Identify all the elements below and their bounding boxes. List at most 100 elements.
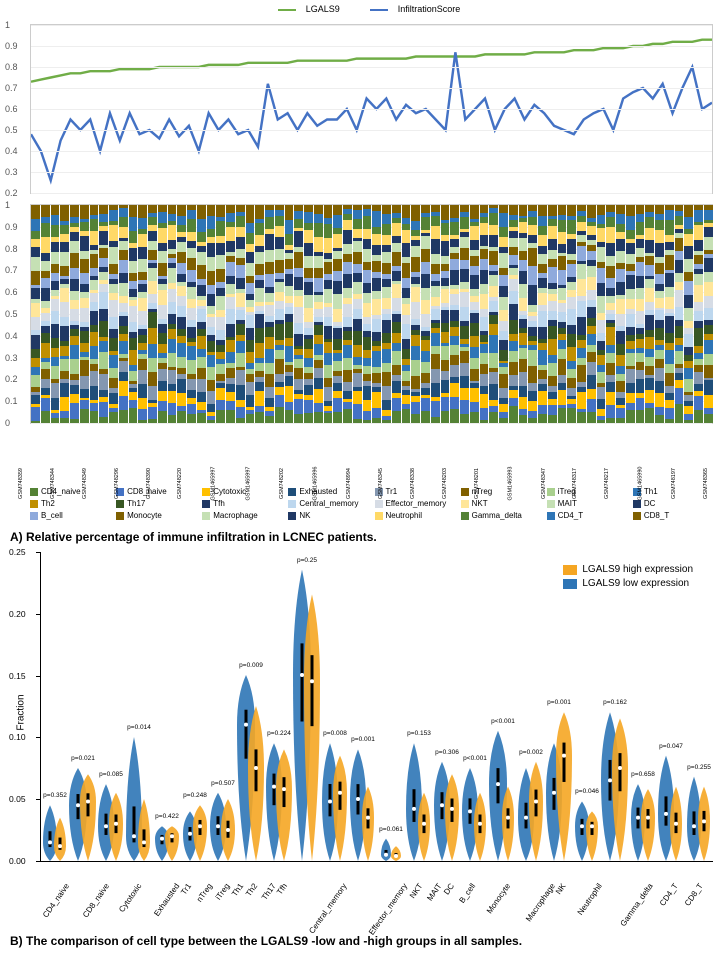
stack-bar bbox=[207, 205, 216, 423]
stack-bar bbox=[499, 205, 508, 423]
stack-bar bbox=[675, 205, 684, 423]
stack-bar bbox=[158, 205, 167, 423]
stack-bar bbox=[343, 205, 352, 423]
stack-bar bbox=[509, 205, 518, 423]
violin-col: p<0.001 bbox=[489, 552, 517, 861]
legend-item: CD4_T bbox=[547, 511, 627, 520]
violin-chart: Fraction LGALS9 high expressionLGALS9 lo… bbox=[40, 552, 713, 862]
stack-bar bbox=[246, 205, 255, 423]
violin-col: p=0.046 bbox=[573, 552, 601, 861]
violin-col: p=0.001 bbox=[545, 552, 573, 861]
violin-col: p=0.061 bbox=[377, 552, 405, 861]
legend-item: Macrophage bbox=[202, 511, 282, 520]
stack-bar bbox=[421, 205, 430, 423]
stack-bar bbox=[548, 205, 557, 423]
stack-bar bbox=[51, 205, 60, 423]
stack-bar bbox=[704, 205, 713, 423]
stack-bar bbox=[187, 205, 196, 423]
stack-bar bbox=[626, 205, 635, 423]
stack-bar bbox=[275, 205, 284, 423]
stack-bar bbox=[304, 205, 313, 423]
violin-col: p<0.001 bbox=[461, 552, 489, 861]
stack-bar bbox=[31, 205, 40, 423]
legend-item: CD8_T bbox=[633, 511, 713, 520]
stack-bar bbox=[236, 205, 245, 423]
line-legend: LGALS9InfiltrationScore bbox=[0, 4, 728, 14]
legend-item: Effector_memory bbox=[375, 499, 455, 508]
stack-bar bbox=[333, 205, 342, 423]
stack-bar bbox=[665, 205, 674, 423]
stack-bar bbox=[597, 205, 606, 423]
stack-bar bbox=[402, 205, 411, 423]
stack-bar bbox=[382, 205, 391, 423]
stack-bar bbox=[255, 205, 264, 423]
stack-bar bbox=[460, 205, 469, 423]
panel-a: LGALS9InfiltrationScore 0.20.30.40.50.60… bbox=[0, 4, 728, 544]
stack-bar bbox=[177, 205, 186, 423]
stack-bar bbox=[60, 205, 69, 423]
violin-col: p=0.25 bbox=[293, 552, 321, 861]
violin-col: p=0.224 bbox=[265, 552, 293, 861]
caption-a: A) Relative percentage of immune infiltr… bbox=[10, 530, 718, 544]
stack-bar bbox=[411, 205, 420, 423]
stack-bar bbox=[694, 205, 703, 423]
violin-col: p=0.001 bbox=[349, 552, 377, 861]
legend-item: Gamma_delta bbox=[461, 511, 541, 520]
stack-bar bbox=[616, 205, 625, 423]
stack-bar bbox=[363, 205, 372, 423]
stack-bar bbox=[392, 205, 401, 423]
legend-item: Th2 bbox=[30, 499, 110, 508]
stacked-bar-chart: 00.10.20.30.40.50.60.70.80.91 bbox=[30, 204, 713, 424]
violin-col: p=0.255 bbox=[685, 552, 713, 861]
violin-col: p=0.085 bbox=[97, 552, 125, 861]
stack-bar bbox=[324, 205, 333, 423]
stacked-x-labels: GSM748359GSM748344GSM748349GSM748296GSM7… bbox=[30, 428, 713, 483]
stack-bar bbox=[80, 205, 89, 423]
violin-x-labels: CD4_naiveCD8_naiveCytotoxicExhaustedTr1n… bbox=[40, 866, 713, 926]
violin-col: p=0.352 bbox=[41, 552, 69, 861]
violin-col: p=0.021 bbox=[69, 552, 97, 861]
legend-item: Th17 bbox=[116, 499, 196, 508]
stack-bar bbox=[489, 205, 498, 423]
panel-b: Fraction LGALS9 high expressionLGALS9 lo… bbox=[0, 552, 728, 948]
stack-bar bbox=[285, 205, 294, 423]
violin-col: p=0.008 bbox=[321, 552, 349, 861]
line-chart: 0.20.30.40.50.60.70.80.91 bbox=[30, 24, 713, 194]
stack-bar bbox=[99, 205, 108, 423]
violin-col: p=0.248 bbox=[181, 552, 209, 861]
stack-bar bbox=[129, 205, 138, 423]
stack-bar bbox=[450, 205, 459, 423]
violin-col: p=0.153 bbox=[405, 552, 433, 861]
stack-bar bbox=[90, 205, 99, 423]
legend-item: Neutrophil bbox=[375, 511, 455, 520]
stack-bar bbox=[528, 205, 537, 423]
stack-bar bbox=[265, 205, 274, 423]
stack-bar bbox=[168, 205, 177, 423]
stack-bar bbox=[577, 205, 586, 423]
stack-bar bbox=[538, 205, 547, 423]
violin-col: p=0.014 bbox=[125, 552, 153, 861]
violin-col: p=0.422 bbox=[153, 552, 181, 861]
stack-bar bbox=[519, 205, 528, 423]
stack-bar bbox=[587, 205, 596, 423]
stack-bar bbox=[138, 205, 147, 423]
stack-bar bbox=[216, 205, 225, 423]
stack-bar bbox=[636, 205, 645, 423]
violin-col: p=0.507 bbox=[209, 552, 237, 861]
stack-bar bbox=[480, 205, 489, 423]
stack-bar bbox=[197, 205, 206, 423]
violin-col: p=0.306 bbox=[433, 552, 461, 861]
stack-bar bbox=[655, 205, 664, 423]
violin-col: p=0.009 bbox=[237, 552, 265, 861]
violin-y-title: Fraction bbox=[16, 694, 27, 730]
stack-bar bbox=[441, 205, 450, 423]
stack-bar bbox=[70, 205, 79, 423]
legend-item: B_cell bbox=[30, 511, 110, 520]
stack-bar bbox=[226, 205, 235, 423]
stack-bar bbox=[148, 205, 157, 423]
stack-bar bbox=[119, 205, 128, 423]
stack-bar bbox=[567, 205, 576, 423]
legend-item: NK bbox=[288, 511, 368, 520]
violin-col: p=0.002 bbox=[517, 552, 545, 861]
stack-bar bbox=[470, 205, 479, 423]
